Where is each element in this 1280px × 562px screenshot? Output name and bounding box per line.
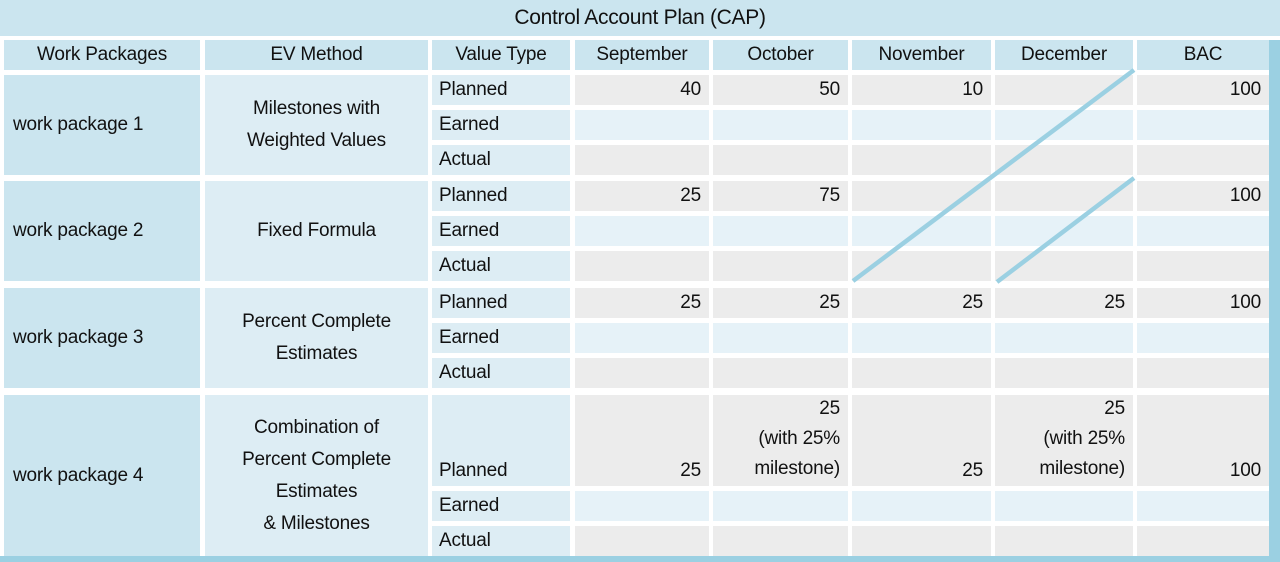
value-cell: 100 <box>1137 288 1269 318</box>
header-bac: BAC <box>1137 40 1269 70</box>
header-ev-method: EV Method <box>205 40 428 70</box>
value-cell: 25 <box>713 288 848 318</box>
ev-method-cell: Combination of Percent Complete Estimate… <box>205 395 428 556</box>
value-cell: 25 (with 25% milestone) <box>995 395 1133 486</box>
value-cell: 100 <box>1137 75 1269 105</box>
work-package-cell: work package 3 <box>4 288 200 388</box>
value-type-cell: Actual <box>432 145 570 175</box>
value-type-cell: Earned <box>432 491 570 521</box>
header-value-type: Value Type <box>432 40 570 70</box>
value-cell <box>713 526 848 556</box>
value-cell <box>1137 323 1269 353</box>
value-type-cell: Earned <box>432 110 570 140</box>
value-cell <box>1137 358 1269 388</box>
value-cell <box>1137 110 1269 140</box>
work-package-cell: work package 2 <box>4 181 200 281</box>
header-work-packages: Work Packages <box>4 40 200 70</box>
value-cell <box>1137 145 1269 175</box>
accent-strip-bottom <box>0 556 1280 562</box>
value-cell <box>575 251 709 281</box>
value-cell <box>852 251 991 281</box>
value-cell <box>852 491 991 521</box>
value-cell: 25 <box>852 288 991 318</box>
header-november: November <box>852 40 991 70</box>
value-cell <box>713 323 848 353</box>
value-cell <box>852 110 991 140</box>
value-cell <box>852 526 991 556</box>
ev-method-cell: Percent Complete Estimates <box>205 288 428 388</box>
value-cell <box>1137 526 1269 556</box>
work-package-cell: work package 4 <box>4 395 200 556</box>
value-cell <box>713 491 848 521</box>
value-cell <box>713 216 848 246</box>
value-cell <box>995 358 1133 388</box>
value-cell <box>1137 251 1269 281</box>
value-cell <box>995 145 1133 175</box>
value-cell <box>1137 216 1269 246</box>
value-cell <box>575 216 709 246</box>
value-type-cell: Actual <box>432 526 570 556</box>
value-cell: 25 (with 25% milestone) <box>713 395 848 486</box>
header-october: October <box>713 40 848 70</box>
value-cell <box>995 323 1133 353</box>
value-cell <box>995 491 1133 521</box>
value-type-cell: Planned <box>432 75 570 105</box>
value-cell <box>995 251 1133 281</box>
header-december: December <box>995 40 1133 70</box>
value-cell: 10 <box>852 75 991 105</box>
value-cell <box>575 323 709 353</box>
header-september: September <box>575 40 709 70</box>
value-cell <box>995 216 1133 246</box>
value-cell: 25 <box>852 395 991 486</box>
value-cell <box>852 145 991 175</box>
value-cell: 25 <box>575 181 709 211</box>
value-cell: 25 <box>575 288 709 318</box>
value-cell <box>852 323 991 353</box>
table-title: Control Account Plan (CAP) <box>0 0 1280 36</box>
value-cell <box>713 145 848 175</box>
value-type-cell: Planned <box>432 395 570 486</box>
value-cell <box>713 251 848 281</box>
value-cell <box>713 358 848 388</box>
value-cell: 75 <box>713 181 848 211</box>
value-cell <box>575 110 709 140</box>
value-type-cell: Planned <box>432 181 570 211</box>
value-cell <box>575 145 709 175</box>
value-cell: 25 <box>995 288 1133 318</box>
value-cell: 25 <box>575 395 709 486</box>
value-cell <box>995 75 1133 105</box>
work-package-cell: work package 1 <box>4 75 200 175</box>
value-cell <box>575 491 709 521</box>
ev-method-cell: Milestones with Weighted Values <box>205 75 428 175</box>
value-cell <box>575 526 709 556</box>
value-cell <box>575 358 709 388</box>
value-cell <box>995 526 1133 556</box>
value-cell: 40 <box>575 75 709 105</box>
value-cell: 100 <box>1137 395 1269 486</box>
value-type-cell: Earned <box>432 323 570 353</box>
value-cell <box>995 181 1133 211</box>
ev-method-cell: Fixed Formula <box>205 181 428 281</box>
value-cell <box>995 110 1133 140</box>
value-cell <box>852 181 991 211</box>
value-type-cell: Actual <box>432 358 570 388</box>
value-cell <box>1137 491 1269 521</box>
value-cell <box>852 216 991 246</box>
value-cell: 50 <box>713 75 848 105</box>
value-type-cell: Actual <box>432 251 570 281</box>
value-cell <box>713 110 848 140</box>
accent-strip-right <box>1269 40 1280 562</box>
value-type-cell: Planned <box>432 288 570 318</box>
value-cell: 100 <box>1137 181 1269 211</box>
value-type-cell: Earned <box>432 216 570 246</box>
value-cell <box>852 358 991 388</box>
